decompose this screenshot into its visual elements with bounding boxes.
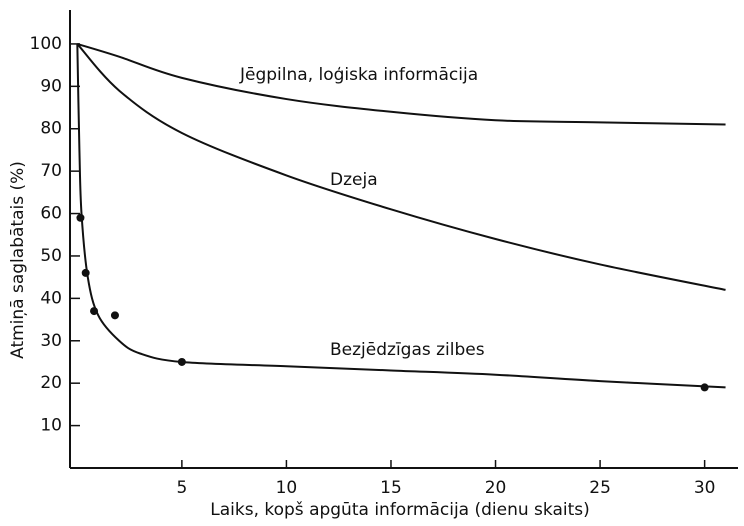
series-label: Dzeja (330, 170, 378, 190)
data-point (90, 307, 99, 316)
data-point (700, 383, 709, 392)
data-point (177, 357, 186, 366)
data-point (110, 311, 119, 320)
y-tick-label: 90 (40, 76, 62, 96)
series-label: Jēgpilna, loģiska informācija (239, 65, 478, 85)
y-axis-label: Atmiņā saglabātais (%) (8, 161, 28, 359)
data-point (76, 213, 85, 222)
x-tick-label: 15 (380, 478, 402, 498)
x-tick-label: 5 (176, 478, 187, 498)
x-tick-label: 10 (276, 478, 298, 498)
series-line (77, 42, 726, 126)
series-label: Bezjēdzīgas zilbes (330, 340, 485, 360)
x-axis-label: Laiks, kopš apgūta informācija (dienu sk… (210, 500, 590, 520)
y-tick-label: 20 (40, 373, 62, 393)
data-point (81, 268, 90, 277)
series-line (76, 43, 726, 291)
series-line (76, 43, 726, 389)
y-tick-label: 60 (40, 204, 62, 224)
y-tick-label: 80 (40, 119, 62, 139)
y-tick-label: 70 (40, 161, 62, 181)
x-tick-label: 20 (485, 478, 507, 498)
y-tick-label: 30 (40, 331, 62, 351)
y-tick-label: 10 (40, 416, 62, 436)
x-tick-label: 25 (589, 478, 611, 498)
y-tick-label: 50 (40, 246, 62, 266)
y-tick-label: 100 (30, 34, 62, 54)
y-tick-label: 40 (40, 288, 62, 308)
x-tick-label: 30 (694, 478, 716, 498)
